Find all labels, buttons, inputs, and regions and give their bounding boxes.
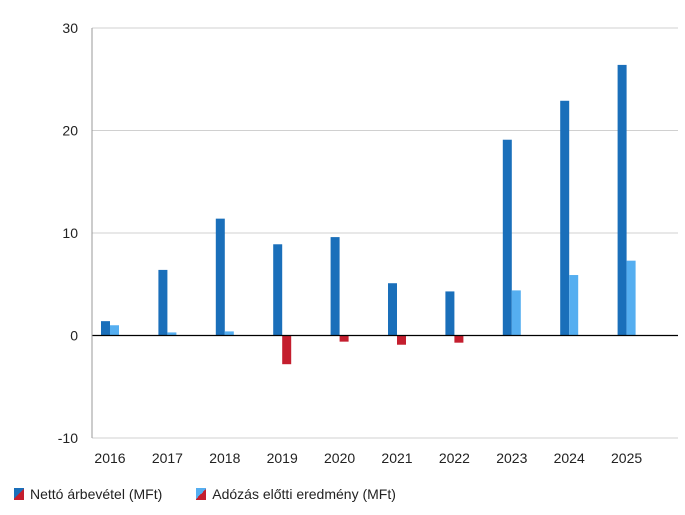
bar-netto-2023 bbox=[502, 139, 512, 336]
x-tick-label-2025: 2025 bbox=[611, 450, 642, 466]
bar-adozas-2018 bbox=[224, 331, 234, 336]
gridlines bbox=[92, 27, 678, 439]
y-tick-label-20: 20 bbox=[62, 123, 78, 139]
y-tick-label-30: 30 bbox=[62, 20, 78, 36]
bar-adozas-2017 bbox=[167, 332, 177, 336]
bar-adozas-2023 bbox=[511, 290, 521, 336]
bar-adozas-2021 bbox=[397, 335, 406, 345]
bar-netto-2019 bbox=[273, 244, 283, 336]
legend-label-netto: Nettó árbevétel (MFt) bbox=[30, 486, 163, 502]
bar-adozas-2024 bbox=[569, 275, 579, 336]
bar-netto-2024 bbox=[560, 100, 570, 336]
bar-netto-2016 bbox=[101, 321, 110, 336]
bar-netto-2018 bbox=[215, 218, 225, 336]
bar-adozas-2016 bbox=[110, 325, 119, 336]
legend-item-adozas: Adózás előtti eredmény (MFt) bbox=[196, 486, 396, 502]
bar-adozas-2025 bbox=[626, 260, 636, 336]
bar-netto-2017 bbox=[158, 269, 168, 336]
legend-label-adozas: Adózás előtti eredmény (MFt) bbox=[212, 486, 396, 502]
x-axis-ticks: 2016 2017 2018 2019 2020 2021 2022 2023 2024 2025 bbox=[94, 450, 642, 466]
bar-adozas-2020 bbox=[339, 335, 349, 342]
x-tick-label-2020: 2020 bbox=[324, 450, 355, 466]
bar-netto-2021 bbox=[388, 283, 397, 336]
x-tick-label-2021: 2021 bbox=[381, 450, 412, 466]
bar-netto-2025 bbox=[617, 64, 627, 336]
y-axis-ticks: 30 20 10 0 -10 bbox=[58, 20, 78, 446]
x-tick-label-2017: 2017 bbox=[152, 450, 183, 466]
x-tick-label-2019: 2019 bbox=[267, 450, 298, 466]
bars bbox=[101, 64, 636, 365]
legend-swatch-adozas bbox=[196, 488, 207, 500]
legend-item-netto: Nettó árbevétel (MFt) bbox=[14, 486, 162, 502]
x-tick-label-2023: 2023 bbox=[496, 450, 527, 466]
x-tick-label-2022: 2022 bbox=[439, 450, 470, 466]
bar-adozas-2019 bbox=[282, 335, 292, 365]
y-tick-label-0: 0 bbox=[70, 328, 78, 344]
x-tick-label-2016: 2016 bbox=[94, 450, 125, 466]
legend: Nettó árbevétel (MFt) Adózás előtti ered… bbox=[14, 486, 396, 502]
bar-netto-2020 bbox=[330, 237, 340, 336]
y-tick-label--10: -10 bbox=[58, 430, 78, 446]
x-tick-label-2018: 2018 bbox=[209, 450, 240, 466]
y-tick-label-10: 10 bbox=[62, 225, 78, 241]
legend-swatch-netto bbox=[14, 488, 24, 500]
x-tick-label-2024: 2024 bbox=[554, 450, 585, 466]
bar-netto-2022 bbox=[445, 291, 455, 336]
bar-adozas-2022 bbox=[454, 335, 464, 343]
